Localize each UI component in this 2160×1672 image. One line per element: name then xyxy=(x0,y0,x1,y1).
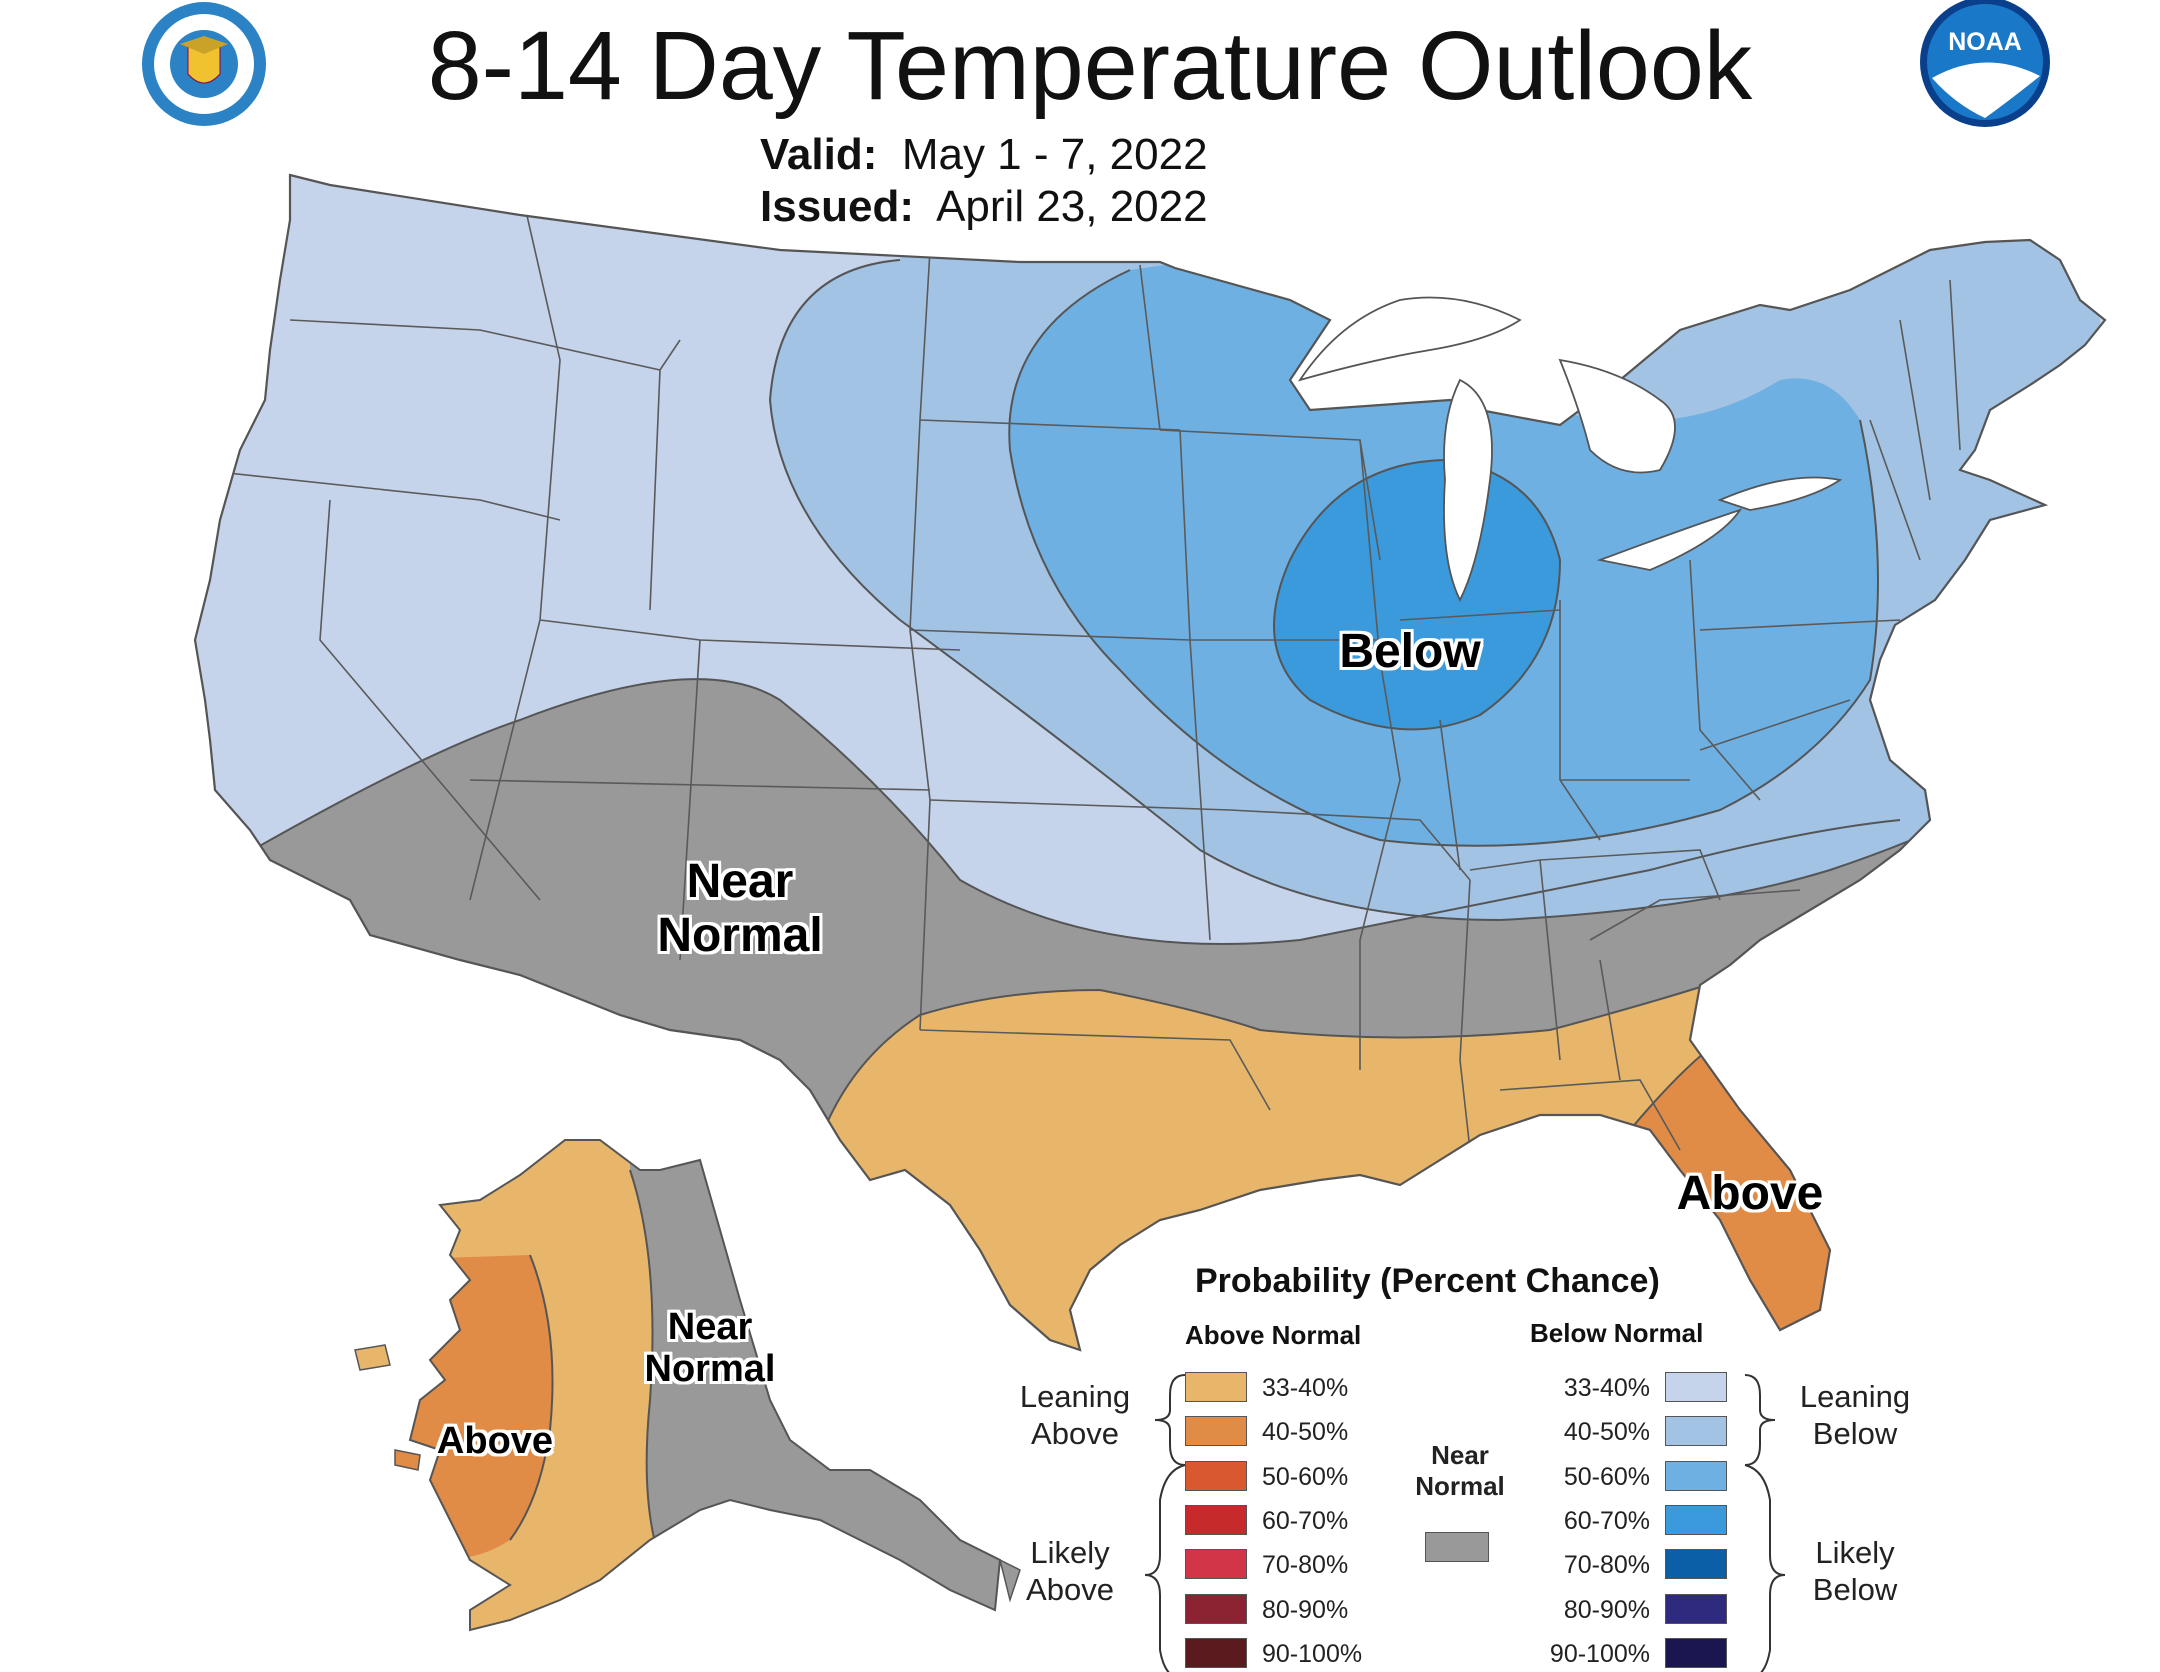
swatch-below-40-50 xyxy=(1665,1416,1727,1446)
conus-map xyxy=(193,173,2107,1352)
commerce-seal-logo xyxy=(142,2,266,126)
below-pct-3: 60-70% xyxy=(1563,1507,1650,1535)
swatch-below-60-70 xyxy=(1665,1505,1727,1535)
above-pct-3: 60-70% xyxy=(1262,1507,1349,1535)
below-pct-5: 80-90% xyxy=(1563,1596,1650,1624)
swatch-near-normal xyxy=(1425,1532,1489,1562)
legend-near-line2: Normal xyxy=(1415,1471,1505,1502)
alaska-above-label: Above xyxy=(436,1420,554,1462)
page-title: 8-14 Day Temperature Outlook xyxy=(427,11,1753,120)
swatch-above-33-40 xyxy=(1185,1372,1247,1402)
swatch-above-60-70 xyxy=(1185,1505,1247,1535)
issued-label: Issued: xyxy=(760,182,915,231)
noaa-logo-text: NOAA xyxy=(1948,28,2022,56)
noaa-logo: NOAA xyxy=(1920,0,2050,127)
likely-below-line2: Below xyxy=(1812,1572,1898,1608)
near-normal-label-line1: Near xyxy=(686,855,794,908)
swatch-below-80-90 xyxy=(1665,1594,1727,1624)
below-pct-0: 33-40% xyxy=(1563,1374,1650,1402)
valid-value: May 1 - 7, 2022 xyxy=(901,130,1208,179)
likely-above-line2: Above xyxy=(1026,1572,1114,1608)
likely-above-line1: Likely xyxy=(1030,1535,1110,1570)
issued-value: April 23, 2022 xyxy=(936,182,1208,231)
above-pct-1: 40-50% xyxy=(1262,1418,1349,1446)
likely-above-label: Likely Above xyxy=(1000,1534,1140,1608)
alaska-near-line1: Near xyxy=(667,1306,753,1348)
legend-near-line1: Near xyxy=(1431,1440,1489,1470)
above-pct-4: 70-80% xyxy=(1262,1551,1349,1579)
below-label: Below xyxy=(1339,625,1481,678)
near-normal-label: Near Normal xyxy=(620,858,860,960)
above-pct-2: 50-60% xyxy=(1262,1463,1349,1491)
state-borders xyxy=(199,184,1961,1151)
leaning-below-line1: Leaning xyxy=(1799,1379,1911,1414)
alaska-near-normal-label: Near Normal xyxy=(620,1308,800,1388)
legend-title: Probability (Percent Chance) xyxy=(1195,1262,1660,1300)
above-pct-5: 80-90% xyxy=(1262,1596,1349,1624)
below-pct-4: 70-80% xyxy=(1563,1551,1650,1579)
swatch-above-90-100 xyxy=(1185,1638,1247,1668)
above-label-florida: Above xyxy=(1676,1167,1824,1220)
swatch-above-70-80 xyxy=(1185,1549,1247,1579)
great-lakes xyxy=(1297,296,1843,603)
leaning-below-label: Leaning Below xyxy=(1780,1378,1930,1452)
likely-below-label: Likely Below xyxy=(1790,1534,1920,1608)
swatch-above-40-50 xyxy=(1185,1416,1247,1446)
valid-row: Valid: May 1 - 7, 2022 xyxy=(760,130,1208,180)
swatch-below-50-60 xyxy=(1665,1461,1727,1491)
swatch-below-90-100 xyxy=(1665,1638,1727,1668)
legend-brackets xyxy=(1144,1374,1786,1672)
legend-near-normal-label: Near Normal xyxy=(1395,1440,1525,1502)
leaning-above-label: Leaning Above xyxy=(1000,1378,1150,1452)
swatch-below-33-40 xyxy=(1665,1372,1727,1402)
issued-row: Issued: April 23, 2022 xyxy=(760,182,1208,232)
alaska-near-line2: Normal xyxy=(644,1348,776,1390)
leaning-below-line2: Below xyxy=(1812,1416,1898,1452)
below-pct-6: 90-100% xyxy=(1549,1640,1650,1668)
likely-below-line1: Likely xyxy=(1815,1535,1895,1570)
near-normal-label-line2: Normal xyxy=(657,909,823,962)
swatch-below-70-80 xyxy=(1665,1549,1727,1579)
leaning-above-line1: Leaning xyxy=(1019,1379,1131,1414)
legend-below-header: Below Normal xyxy=(1530,1318,1704,1348)
swatch-above-50-60 xyxy=(1185,1461,1247,1491)
below-pct-2: 50-60% xyxy=(1563,1463,1650,1491)
below-normal-60-70-region xyxy=(1274,460,1560,730)
leaning-above-line2: Above xyxy=(1031,1416,1119,1452)
legend-above-header: Above Normal xyxy=(1185,1320,1362,1350)
swatch-above-80-90 xyxy=(1185,1594,1247,1624)
below-pct-1: 40-50% xyxy=(1563,1418,1650,1446)
above-pct-0: 33-40% xyxy=(1262,1374,1349,1402)
above-pct-6: 90-100% xyxy=(1262,1640,1363,1668)
valid-label: Valid: xyxy=(760,130,878,179)
